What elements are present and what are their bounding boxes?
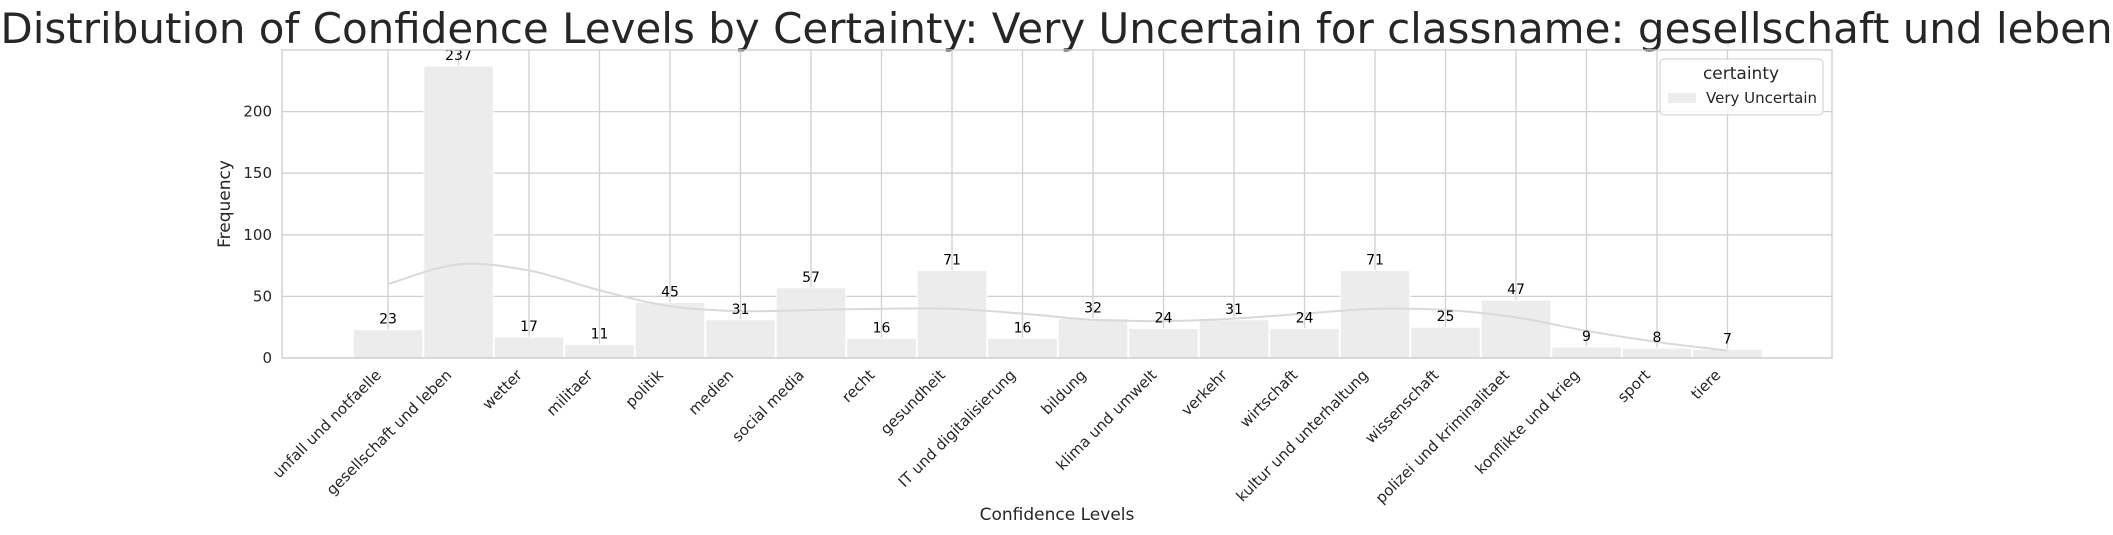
x-tick-label: verkehr [1178,366,1232,420]
bar [1621,347,1693,359]
bar-value-label: 24 [1155,310,1173,326]
legend-box [1659,58,1824,116]
y-tick-label: 0 [262,349,272,367]
x-tick-label: kultur und unterhaltung [1233,366,1372,505]
bar [423,65,494,359]
plot-frame [281,49,1833,359]
x-tick-label: polizei und kriminalitaet [1372,366,1513,507]
x-tick-label: IT und digitalisierung [895,366,1020,491]
x-axis-label: Confidence Levels [980,505,1135,525]
bar-value-label: 31 [732,302,750,318]
bar-value-label: 57 [802,270,820,286]
x-tick-label: recht [838,366,878,406]
x-tick-label: politik [622,366,667,411]
x-tick-label: gesellschaft und leben [323,366,456,499]
y-tick-label: 100 [243,226,272,244]
bar [1480,299,1552,359]
x-tick-label: militaer [543,366,597,420]
bar-value-label: 11 [591,326,609,342]
bar [1410,326,1481,359]
bar-value-label: 16 [873,320,891,336]
x-tick-label: medien [685,366,738,419]
bar [705,319,776,359]
bar-value-label: 31 [1225,302,1243,318]
bar [1198,319,1270,359]
bar-value-label: 9 [1582,329,1591,345]
bar [916,270,988,359]
bar [634,302,706,359]
y-tick-label: 50 [253,287,272,305]
y-tick-label: 150 [243,164,272,182]
legend-entry-label: Very Uncertain [1706,89,1817,107]
bars-layer [352,65,1763,359]
bar-value-label: 17 [520,319,538,335]
y-axis-label: Frequency [215,160,235,248]
bar [846,337,917,359]
bar-value-label: 16 [1014,320,1032,336]
bar-value-label: 24 [1296,310,1314,326]
bar-value-label: 47 [1507,282,1525,298]
bar-value-label: 7 [1723,331,1732,347]
bar [1128,327,1199,359]
kde-layer [387,262,1728,352]
bar [493,336,565,359]
bar-value-label: 23 [379,312,397,328]
legend-swatch [1668,93,1696,103]
x-tick-label: sport [1614,366,1654,406]
bar-value-label: 71 [1366,253,1384,269]
bar [352,329,424,359]
x-tick-label: wetter [479,366,527,414]
legend-title: certainty [1703,64,1779,84]
bar [987,337,1058,359]
legend: certainty Very Uncertain [1659,58,1824,116]
x-tick-label: bildung [1038,366,1090,418]
chart-title: Distribution of Confidence Levels by Cer… [0,4,2113,53]
bar [564,343,635,359]
bar-value-label: 237 [445,48,472,64]
bar [1057,318,1129,359]
bar-value-label: 45 [661,285,679,301]
bar-value-label: 71 [943,253,961,269]
x-tick-label: gesundheit [877,366,949,438]
bar-value-label: 8 [1653,330,1662,346]
kde-line [387,262,1728,352]
grid-layer [282,50,1832,359]
y-tick-label: 200 [243,103,272,121]
x-tick-label: tiere [1687,366,1724,403]
bar [1692,348,1763,359]
bar-value-label: 32 [1084,301,1102,317]
bar-labels-layer: 23 237 17 11 45 31 57 16 71 16 32 24 31 24 71 25 47 9 8 7 [379,48,1732,347]
bar [775,287,847,359]
x-tick-label: social media [728,366,807,445]
bar [1269,327,1340,359]
bar [1339,270,1411,359]
bar-value-label: 25 [1437,309,1455,325]
bar [1551,346,1622,359]
x-tick-label: wirtschaft [1236,366,1301,431]
